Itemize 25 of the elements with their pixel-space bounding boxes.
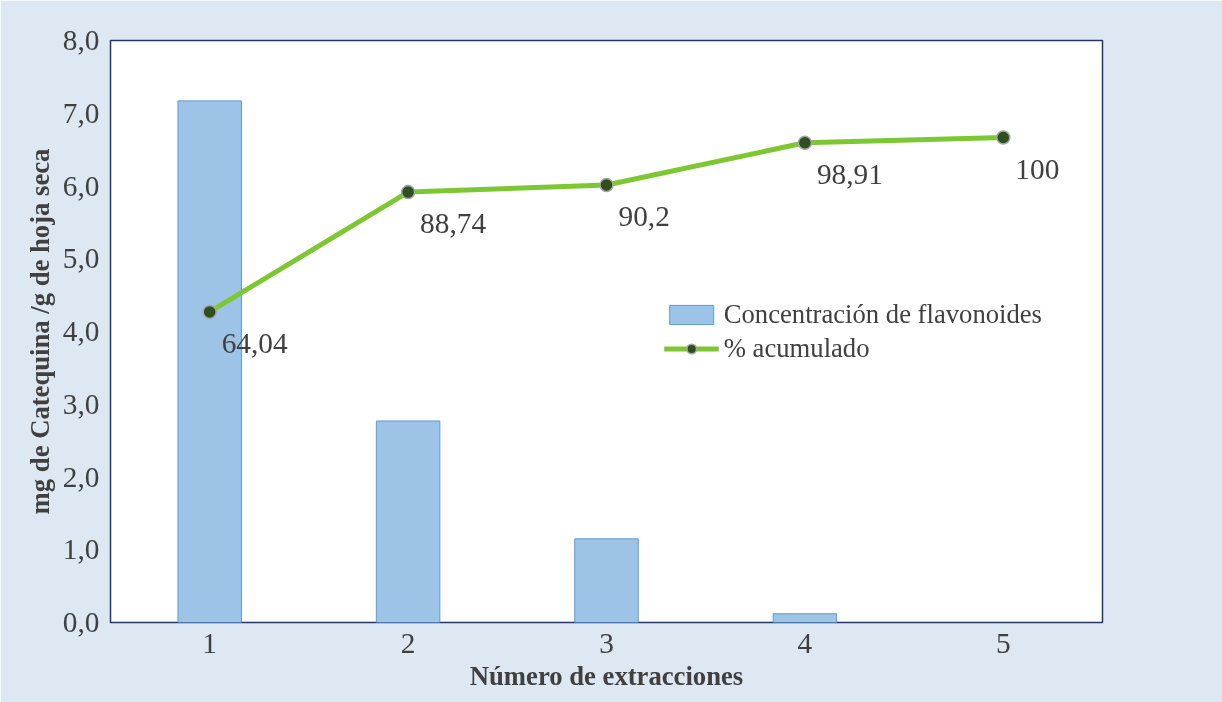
y-tick-label: 7,0 <box>62 96 100 129</box>
data-label: 88,74 <box>420 207 487 240</box>
y-tick-label: 4,0 <box>62 315 100 347</box>
bar <box>375 420 441 623</box>
x-tick-label: 4 <box>797 626 813 659</box>
legend-label: Concentración de flavonoides <box>723 298 1042 330</box>
y-tick-label: 3,0 <box>62 387 100 420</box>
x-tick-label: 5 <box>995 626 1011 659</box>
x-axis-title: Número de extracciones <box>469 660 744 691</box>
bar <box>772 613 838 623</box>
y-tick-label: 2,0 <box>62 460 100 493</box>
y-tick-label: 0,0 <box>62 606 100 638</box>
data-label: 98,91 <box>816 157 883 190</box>
y-tick-label: 8,0 <box>62 24 100 56</box>
y-tick-label: 1,0 <box>62 533 100 566</box>
legend-label: % acumulado <box>723 332 870 364</box>
y-axis-title: mg de Catequina /g de hoja seca <box>24 148 55 515</box>
x-tick-label: 2 <box>400 626 416 659</box>
y-tick-label: 5,0 <box>62 242 100 275</box>
bar <box>574 538 639 623</box>
x-tick-label: 3 <box>599 626 614 659</box>
x-tick-label: 1 <box>202 626 218 659</box>
data-label: 100 <box>1015 152 1060 185</box>
y-tick-label: 6,0 <box>62 169 100 202</box>
data-label: 90,2 <box>618 200 670 233</box>
